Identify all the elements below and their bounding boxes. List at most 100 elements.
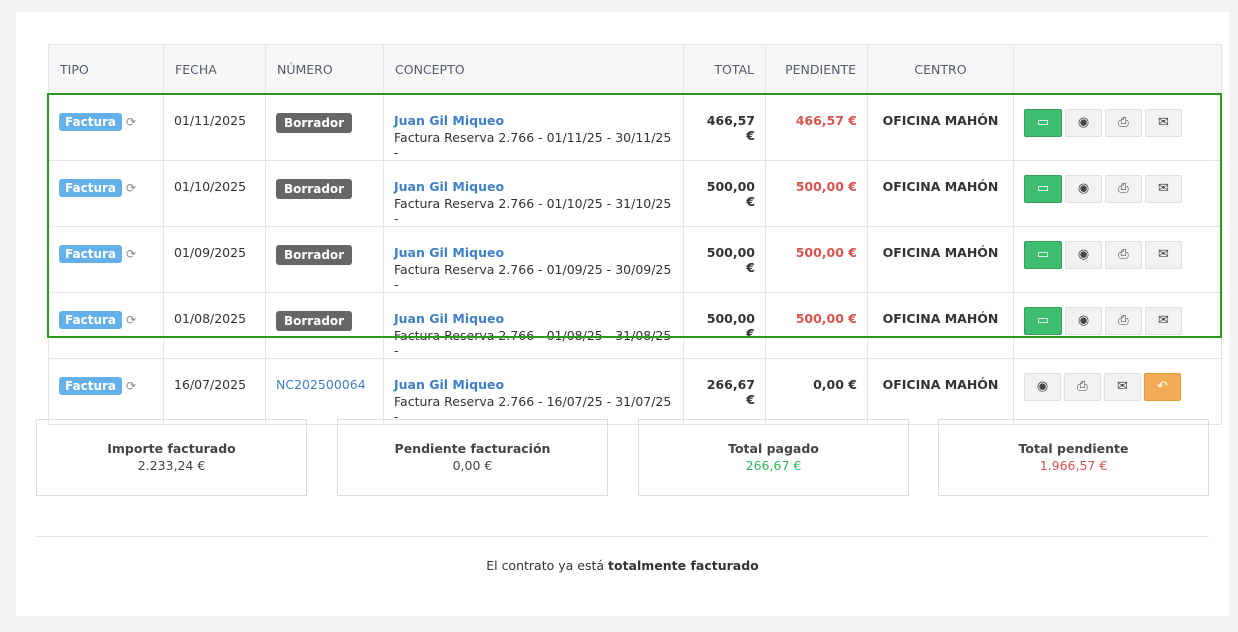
rectify-button[interactable]: ↶: [1144, 373, 1181, 401]
printer-icon: ⎙: [1118, 313, 1129, 328]
cell-fecha: 01/10/2025: [163, 160, 266, 227]
cell-actions: ▭ ◉ ⎙ ✉: [1013, 292, 1222, 359]
cell-tipo: Factura ⟳: [48, 226, 164, 293]
cell-total: 500,00 €: [683, 292, 766, 359]
concept-text: Factura Reserva 2.766 - 01/11/25 - 30/11…: [394, 130, 672, 160]
cell-centro: OFICINA MAHÓN: [867, 358, 1014, 425]
reply-icon: ↶: [1157, 379, 1168, 394]
cell-tipo: Factura ⟳: [48, 358, 164, 425]
print-button[interactable]: ⎙: [1064, 373, 1101, 401]
client-link[interactable]: Juan Gil Miqueo: [394, 245, 505, 260]
cell-actions: ▭ ◉ ⎙ ✉: [1013, 226, 1222, 293]
email-button[interactable]: ✉: [1145, 307, 1182, 335]
tipo-badge[interactable]: Factura: [59, 377, 122, 395]
email-button[interactable]: ✉: [1145, 109, 1182, 137]
summary-value: 1.966,57 €: [1039, 458, 1108, 473]
email-button[interactable]: ✉: [1104, 373, 1141, 401]
footer-status: El contrato ya está totalmente facturado: [486, 558, 759, 573]
cell-fecha: 01/09/2025: [163, 226, 266, 293]
table-row: Factura ⟳ 01/09/2025 Borrador Juan Gil Mique…: [48, 226, 1222, 293]
column-header: CENTRO: [867, 44, 1014, 95]
credit-card-icon: ▭: [1036, 181, 1050, 196]
print-button[interactable]: ⎙: [1105, 241, 1142, 269]
printer-icon: ⎙: [1118, 115, 1129, 130]
summary-label: Importe facturado: [107, 441, 236, 456]
view-button[interactable]: ◉: [1065, 307, 1102, 335]
cell-numero: Borrador: [265, 160, 384, 227]
envelope-icon: ✉: [1158, 115, 1169, 130]
credit-card-icon: ▭: [1036, 115, 1050, 130]
cell-tipo: Factura ⟳: [48, 160, 164, 227]
view-button[interactable]: ◉: [1024, 373, 1061, 401]
cell-concepto: Juan Gil Miqueo Factura Reserva 2.766 - 0…: [383, 292, 684, 359]
divider: [36, 536, 1209, 537]
status-badge: Borrador: [276, 245, 353, 265]
client-link[interactable]: Juan Gil Miqueo: [394, 179, 505, 194]
concept-text: Factura Reserva 2.766 - 01/08/25 - 31/08…: [394, 328, 672, 358]
cell-total: 266,67 €: [683, 358, 766, 425]
cell-tipo: Factura ⟳: [48, 292, 164, 359]
email-button[interactable]: ✉: [1145, 241, 1182, 269]
cell-concepto: Juan Gil Miqueo Factura Reserva 2.766 - 1…: [383, 358, 684, 425]
table-header: TIPO FECHA NÚMERO CONCEPTO TOTAL PENDIENTE CEN…: [48, 44, 1222, 95]
print-button[interactable]: ⎙: [1105, 109, 1142, 137]
client-link[interactable]: Juan Gil Miqueo: [394, 377, 505, 392]
column-header: [1013, 44, 1222, 95]
pay-button[interactable]: ▭: [1024, 109, 1062, 137]
eye-icon: ◉: [1077, 181, 1090, 196]
cell-numero: Borrador: [265, 292, 384, 359]
sync-icon: ⟳: [126, 181, 137, 195]
table-row: Factura ⟳ 16/07/2025 NC202500064 Juan Gil Mi…: [48, 358, 1222, 425]
column-header: CONCEPTO: [383, 44, 684, 95]
concept-text: Factura Reserva 2.766 - 01/09/25 - 30/09…: [394, 262, 672, 292]
table-row: Factura ⟳ 01/10/2025 Borrador Juan Gil Mique…: [48, 160, 1222, 227]
client-link[interactable]: Juan Gil Miqueo: [394, 311, 505, 326]
pay-button[interactable]: ▭: [1024, 307, 1062, 335]
printer-icon: ⎙: [1118, 181, 1129, 196]
column-header: FECHA: [163, 44, 266, 95]
cell-actions: ◉ ⎙ ✉ ↶: [1013, 358, 1222, 425]
view-button[interactable]: ◉: [1065, 175, 1102, 203]
envelope-icon: ✉: [1158, 313, 1169, 328]
view-button[interactable]: ◉: [1065, 109, 1102, 137]
column-header: TIPO: [48, 44, 164, 95]
tipo-badge[interactable]: Factura: [59, 245, 122, 263]
tipo-badge[interactable]: Factura: [59, 113, 122, 131]
pay-button[interactable]: ▭: [1024, 175, 1062, 203]
cell-pendiente: 466,57 €: [765, 94, 868, 161]
cell-total: 466,57 €: [683, 94, 766, 161]
cell-concepto: Juan Gil Miqueo Factura Reserva 2.766 - 0…: [383, 94, 684, 161]
cell-centro: OFICINA MAHÓN: [867, 226, 1014, 293]
eye-icon: ◉: [1077, 313, 1090, 328]
envelope-icon: ✉: [1158, 181, 1169, 196]
cell-numero: NC202500064: [265, 358, 384, 425]
email-button[interactable]: ✉: [1145, 175, 1182, 203]
status-badge: Borrador: [276, 179, 353, 199]
concept-text: Factura Reserva 2.766 - 16/07/25 - 31/07…: [394, 394, 672, 424]
cell-fecha: 16/07/2025: [163, 358, 266, 425]
pay-button[interactable]: ▭: [1024, 241, 1062, 269]
cell-actions: ▭ ◉ ⎙ ✉: [1013, 160, 1222, 227]
print-button[interactable]: ⎙: [1105, 307, 1142, 335]
client-link[interactable]: Juan Gil Miqueo: [394, 113, 505, 128]
summary-box: Total pagado 266,67 €: [638, 419, 909, 496]
sync-icon: ⟳: [126, 115, 137, 129]
summary-label: Total pagado: [728, 441, 819, 456]
invoice-number-link[interactable]: NC202500064: [276, 377, 366, 392]
tipo-badge[interactable]: Factura: [59, 179, 122, 197]
tipo-badge[interactable]: Factura: [59, 311, 122, 329]
sync-icon: ⟳: [126, 247, 137, 261]
concept-text: Factura Reserva 2.766 - 01/10/25 - 31/10…: [394, 196, 672, 226]
cell-centro: OFICINA MAHÓN: [867, 160, 1014, 227]
invoices-table: TIPO FECHA NÚMERO CONCEPTO TOTAL PENDIENTE CEN…: [48, 44, 1222, 425]
column-header: NÚMERO: [265, 44, 384, 95]
view-button[interactable]: ◉: [1065, 241, 1102, 269]
sync-icon: ⟳: [126, 313, 137, 327]
summary-box: Importe facturado 2.233,24 €: [36, 419, 307, 496]
cell-numero: Borrador: [265, 94, 384, 161]
summary-value: 266,67 €: [745, 458, 802, 473]
print-button[interactable]: ⎙: [1105, 175, 1142, 203]
status-badge: Borrador: [276, 311, 353, 331]
cell-centro: OFICINA MAHÓN: [867, 94, 1014, 161]
summary-box: Pendiente facturación 0,00 €: [337, 419, 608, 496]
